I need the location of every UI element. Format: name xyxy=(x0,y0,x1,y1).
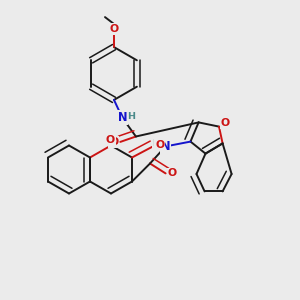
Text: O: O xyxy=(109,137,118,147)
Text: N: N xyxy=(161,140,170,153)
Text: O: O xyxy=(106,135,115,146)
Text: H: H xyxy=(153,139,160,148)
Text: O: O xyxy=(155,140,164,150)
Text: N: N xyxy=(118,111,127,124)
Text: H: H xyxy=(128,112,135,121)
Text: O: O xyxy=(168,168,177,178)
Text: O: O xyxy=(110,24,118,34)
Text: O: O xyxy=(220,118,230,128)
